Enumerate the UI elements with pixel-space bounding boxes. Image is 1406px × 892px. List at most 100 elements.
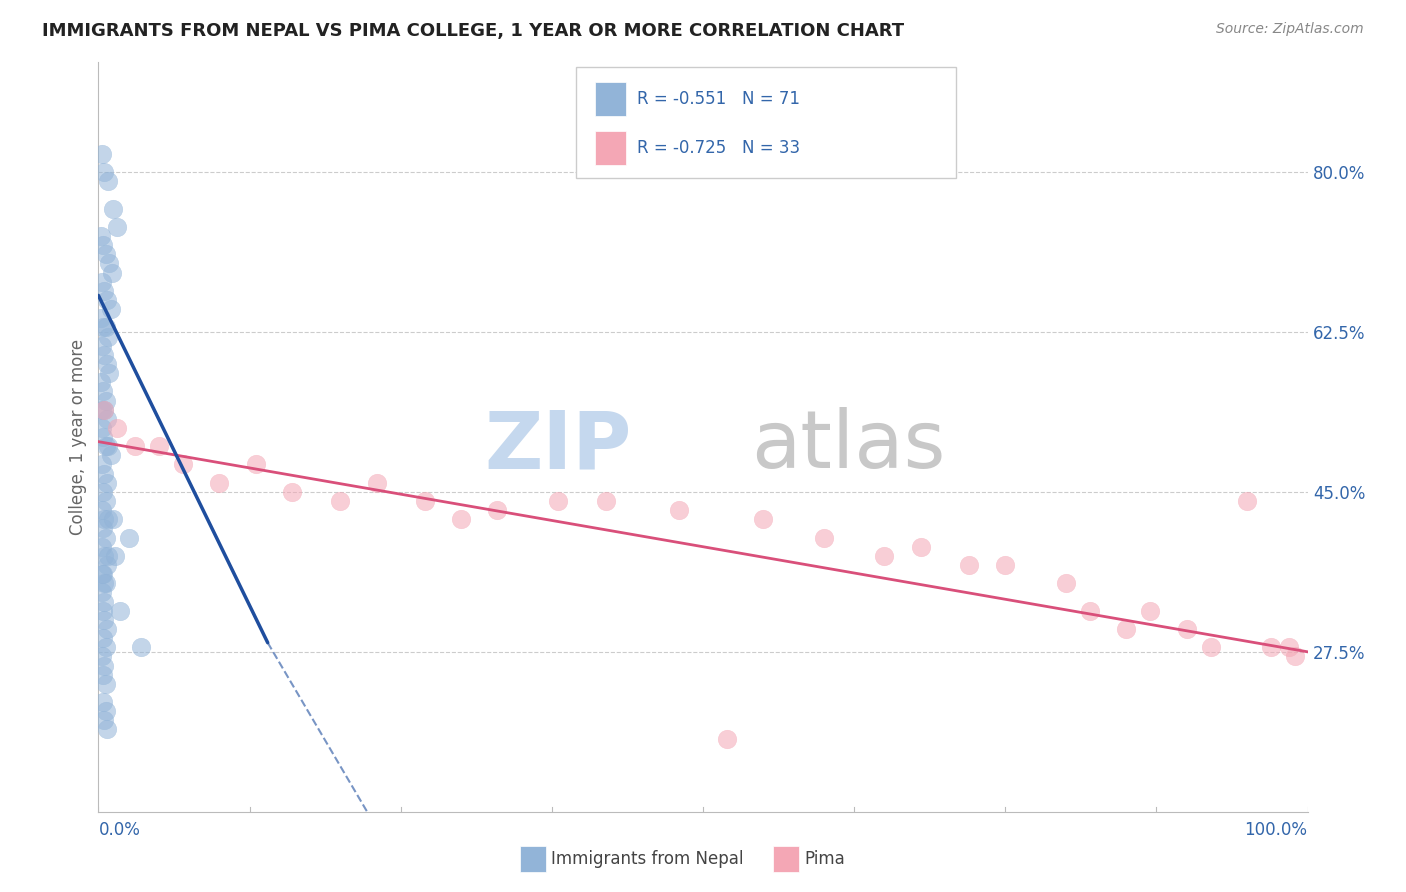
Point <box>97 329 120 343</box>
Text: Immigrants from Nepal: Immigrants from Nepal <box>551 850 744 868</box>
Point <box>450 512 472 526</box>
Point <box>93 613 115 627</box>
Point <box>94 393 117 408</box>
Point <box>148 439 170 453</box>
Point <box>97 439 120 453</box>
Point <box>101 202 124 216</box>
Point <box>93 512 115 526</box>
Point <box>94 704 117 718</box>
Point <box>118 531 141 545</box>
Text: R = -0.725   N = 33: R = -0.725 N = 33 <box>637 139 800 157</box>
Point <box>91 430 114 444</box>
Point <box>910 540 932 554</box>
Point <box>93 658 115 673</box>
Point <box>91 695 114 709</box>
Point <box>1278 640 1301 655</box>
Point <box>91 146 114 161</box>
Point <box>91 484 114 499</box>
Point <box>1078 604 1101 618</box>
Point <box>329 494 352 508</box>
Point <box>100 448 122 462</box>
Point <box>100 302 122 317</box>
Point <box>595 494 617 508</box>
Point <box>91 339 114 353</box>
Point <box>366 475 388 490</box>
Point <box>90 229 112 244</box>
Point <box>668 503 690 517</box>
Point <box>94 439 117 453</box>
Point <box>957 558 980 572</box>
Point <box>101 512 124 526</box>
Point <box>1054 576 1077 591</box>
Point <box>813 531 835 545</box>
Point <box>994 558 1017 572</box>
Point <box>108 604 131 618</box>
Point <box>94 576 117 591</box>
Point <box>94 531 117 545</box>
Point <box>105 219 128 234</box>
Point <box>281 484 304 499</box>
Point <box>98 256 121 270</box>
Point <box>91 585 114 599</box>
Point <box>105 421 128 435</box>
Point <box>172 458 194 472</box>
Point <box>91 631 114 645</box>
Point <box>413 494 436 508</box>
Point <box>752 512 775 526</box>
Text: Pima: Pima <box>804 850 845 868</box>
Point <box>96 357 118 371</box>
Point <box>93 714 115 728</box>
Point <box>94 320 117 334</box>
Point <box>91 567 114 582</box>
Point <box>93 402 115 417</box>
Point <box>93 467 115 481</box>
Point <box>94 677 117 691</box>
Point <box>91 649 114 664</box>
Point <box>90 311 112 326</box>
Text: IMMIGRANTS FROM NEPAL VS PIMA COLLEGE, 1 YEAR OR MORE CORRELATION CHART: IMMIGRANTS FROM NEPAL VS PIMA COLLEGE, 1… <box>42 22 904 40</box>
Text: ZIP: ZIP <box>484 408 631 485</box>
Point <box>91 320 114 334</box>
Point <box>93 402 115 417</box>
Point <box>91 275 114 289</box>
Point <box>94 247 117 261</box>
Point <box>91 384 114 399</box>
Text: 100.0%: 100.0% <box>1244 821 1308 838</box>
Point <box>96 723 118 737</box>
Point <box>98 366 121 380</box>
Point <box>91 503 114 517</box>
Point <box>245 458 267 472</box>
Point <box>91 421 114 435</box>
Point <box>124 439 146 453</box>
Point <box>96 412 118 426</box>
Point <box>91 567 114 582</box>
Point <box>1139 604 1161 618</box>
Point <box>91 604 114 618</box>
Point <box>93 549 115 563</box>
Point <box>91 402 114 417</box>
Point <box>93 165 115 179</box>
Point <box>93 576 115 591</box>
Point <box>1175 622 1198 636</box>
Point <box>97 512 120 526</box>
Point <box>96 293 118 307</box>
Point <box>96 475 118 490</box>
Point <box>1115 622 1137 636</box>
Point <box>129 640 152 655</box>
Point <box>93 348 115 362</box>
Point <box>97 549 120 563</box>
Point <box>93 594 115 608</box>
Point <box>91 458 114 472</box>
Point <box>97 174 120 188</box>
Point <box>94 494 117 508</box>
Point <box>90 376 112 390</box>
Point <box>716 731 738 746</box>
Point <box>208 475 231 490</box>
Point <box>1284 649 1306 664</box>
Point <box>104 549 127 563</box>
Text: R = -0.551   N = 71: R = -0.551 N = 71 <box>637 90 800 108</box>
Point <box>873 549 896 563</box>
Point <box>100 266 122 280</box>
Y-axis label: College, 1 year or more: College, 1 year or more <box>69 339 87 535</box>
Point <box>93 284 115 298</box>
